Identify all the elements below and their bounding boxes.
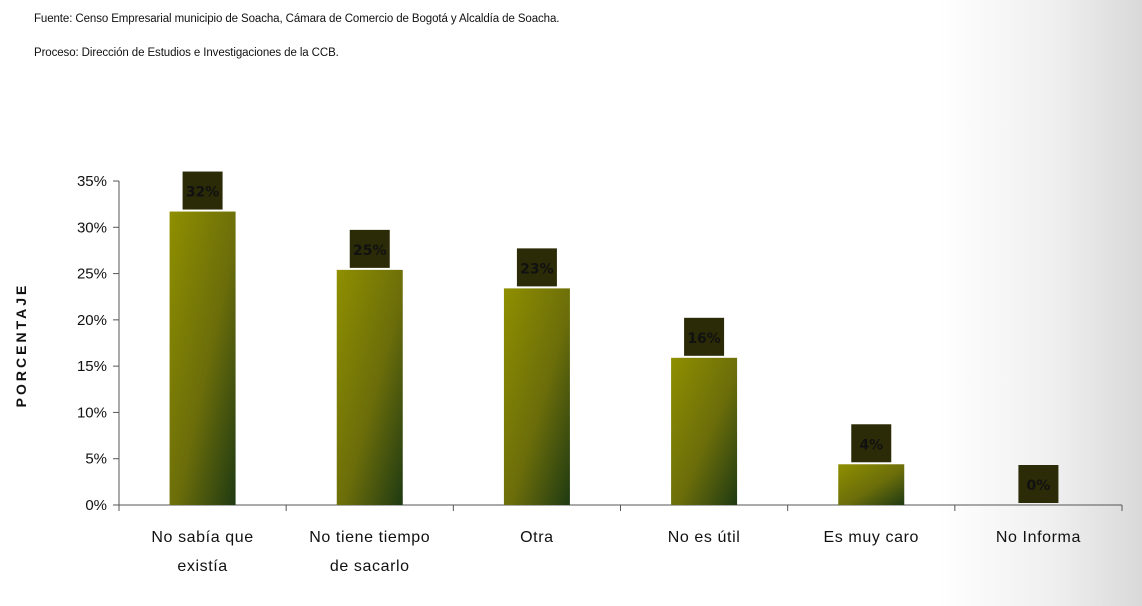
category-label: existía bbox=[177, 558, 227, 575]
source-note: Fuente: Censo Empresarial municipio de S… bbox=[34, 13, 560, 25]
data-label-box bbox=[684, 317, 725, 356]
data-label: 16% bbox=[687, 331, 721, 347]
category-label: Otra bbox=[520, 529, 554, 546]
data-label-box bbox=[349, 229, 390, 268]
bar bbox=[336, 269, 403, 505]
data-label-box bbox=[182, 171, 223, 210]
data-label: 32% bbox=[186, 185, 220, 201]
data-label-box bbox=[851, 424, 892, 463]
y-tick-label: 15% bbox=[77, 358, 107, 375]
category-label: No Informa bbox=[996, 529, 1081, 546]
data-label-box bbox=[516, 248, 557, 287]
data-label-box bbox=[1018, 465, 1059, 503]
data-label: 0% bbox=[1027, 478, 1051, 494]
y-tick-label: 20% bbox=[77, 312, 107, 329]
bar bbox=[169, 211, 236, 505]
data-label: 23% bbox=[520, 261, 554, 277]
bar bbox=[671, 357, 738, 505]
y-tick-label: 0% bbox=[85, 497, 107, 514]
category-label: de sacarlo bbox=[330, 558, 410, 575]
y-tick-label: 30% bbox=[77, 219, 107, 236]
y-tick-label: 5% bbox=[85, 451, 107, 468]
category-label: Es muy caro bbox=[823, 529, 919, 546]
category-label: No tiene tiempo bbox=[309, 529, 430, 546]
y-tick-label: 10% bbox=[77, 404, 107, 421]
y-tick-label: 35% bbox=[77, 173, 107, 190]
y-tick-label: 25% bbox=[77, 266, 107, 283]
bar bbox=[838, 464, 905, 505]
data-label: 25% bbox=[353, 243, 387, 259]
process-note: Proceso: Dirección de Estudios e Investi… bbox=[34, 47, 339, 59]
y-axis-label: PORCENTAJE bbox=[13, 283, 29, 408]
category-label: No es útil bbox=[668, 529, 741, 546]
category-label: No sabía que bbox=[151, 529, 253, 546]
data-label: 4% bbox=[859, 437, 883, 453]
bar bbox=[503, 288, 570, 505]
